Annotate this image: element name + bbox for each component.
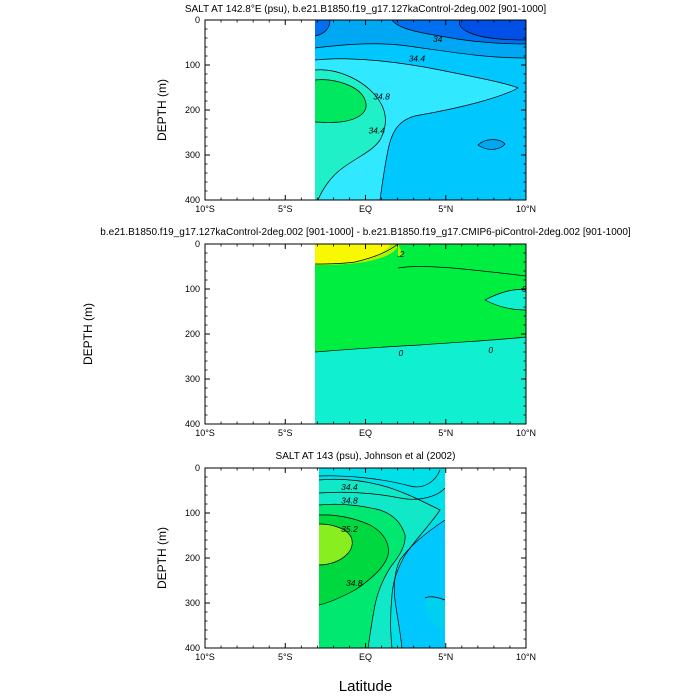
panel-1-axes: 10°S 5°S EQ 5°N 10°N 0 100 200 300 400: [185, 15, 536, 214]
x-tick-label: 5°N: [438, 204, 453, 214]
y-tick-label: 100: [185, 284, 200, 294]
contour-label: 34.4: [341, 482, 358, 492]
y-tick-label: 300: [185, 374, 200, 384]
panel-3-contour-labels: 34.4 34.8 35.2 34.8: [341, 482, 363, 588]
contour-label: 34.8: [373, 92, 390, 102]
panel-2-contours: [314, 244, 526, 353]
x-tick-label: 10°N: [516, 652, 536, 662]
panel-3: SALT AT 143 (psu), Johnson et al (2002) …: [155, 451, 536, 662]
x-tick-label: 10°S: [195, 204, 215, 214]
y-tick-label: 100: [185, 60, 200, 70]
panel-1-ylabel: DEPTH (m): [155, 79, 169, 141]
x-tick-label: 5°S: [278, 204, 293, 214]
panel-3-axes: 10°S 5°S EQ 5°N 10°N 0 100 200 300 400: [185, 463, 536, 662]
panel-1-fill: [315, 20, 526, 200]
y-tick-label: 400: [185, 419, 200, 429]
y-tick-label: 300: [185, 150, 200, 160]
y-tick-label: 0: [195, 239, 200, 249]
contour-label: 34.8: [341, 495, 358, 505]
y-tick-label: 100: [185, 508, 200, 518]
x-tick-label: 5°N: [438, 652, 453, 662]
x-tick-label: 5°N: [438, 428, 453, 438]
x-tick-label: 5°S: [278, 428, 293, 438]
panel-2: b.e21.B1850.f19_g17.127kaControl-2deg.00…: [81, 227, 631, 438]
panel-2-title: b.e21.B1850.f19_g17.127kaControl-2deg.00…: [100, 227, 631, 238]
panel-3-fill: [319, 468, 445, 648]
x-tick-label: 10°S: [195, 428, 215, 438]
panel-1-contour-labels: 34 34.4 34.8 34.4: [368, 34, 442, 135]
x-tick-label: 5°S: [278, 652, 293, 662]
contour-label: 0: [398, 348, 403, 358]
contour-label: 35.2: [341, 524, 358, 534]
panel-3-title: SALT AT 143 (psu), Johnson et al (2002): [276, 451, 456, 462]
x-tick-label: 10°S: [195, 652, 215, 662]
x-tick-label: EQ: [359, 428, 372, 438]
contour-label: 0: [488, 345, 493, 355]
y-tick-label: 200: [185, 329, 200, 339]
contour-label: 34.4: [368, 125, 385, 135]
panel-2-fill: [315, 244, 526, 424]
x-tick-label: 10°N: [516, 204, 536, 214]
y-tick-label: 0: [195, 15, 200, 25]
panel-1-title: SALT AT 142.8°E (psu), b.e21.B1850.f19_g…: [185, 4, 547, 15]
x-tick-label: 10°N: [516, 428, 536, 438]
contour-label: 34: [433, 34, 443, 44]
y-tick-label: 0: [195, 463, 200, 473]
panel-2-ylabel: DEPTH (m): [81, 303, 95, 365]
contour-label: 34.8: [346, 578, 363, 588]
panel-3-contours: [318, 469, 446, 648]
y-tick-label: 400: [185, 195, 200, 205]
panel-2-axes: 10°S 5°S EQ 5°N 10°N 0 100 200 300 400: [185, 239, 536, 438]
x-axis-label: Latitude: [339, 678, 392, 695]
panel-1-contours: [314, 20, 526, 200]
y-tick-label: 300: [185, 598, 200, 608]
x-tick-label: EQ: [359, 204, 372, 214]
y-tick-label: 200: [185, 105, 200, 115]
panel-3-ylabel: DEPTH (m): [155, 527, 169, 589]
y-tick-label: 400: [185, 643, 200, 653]
contour-label: 34.4: [409, 53, 426, 63]
panel-1: SALT AT 142.8°E (psu), b.e21.B1850.f19_g…: [155, 4, 546, 214]
x-tick-label: EQ: [359, 652, 372, 662]
y-tick-label: 200: [185, 553, 200, 563]
contour-label: .2: [397, 249, 404, 259]
